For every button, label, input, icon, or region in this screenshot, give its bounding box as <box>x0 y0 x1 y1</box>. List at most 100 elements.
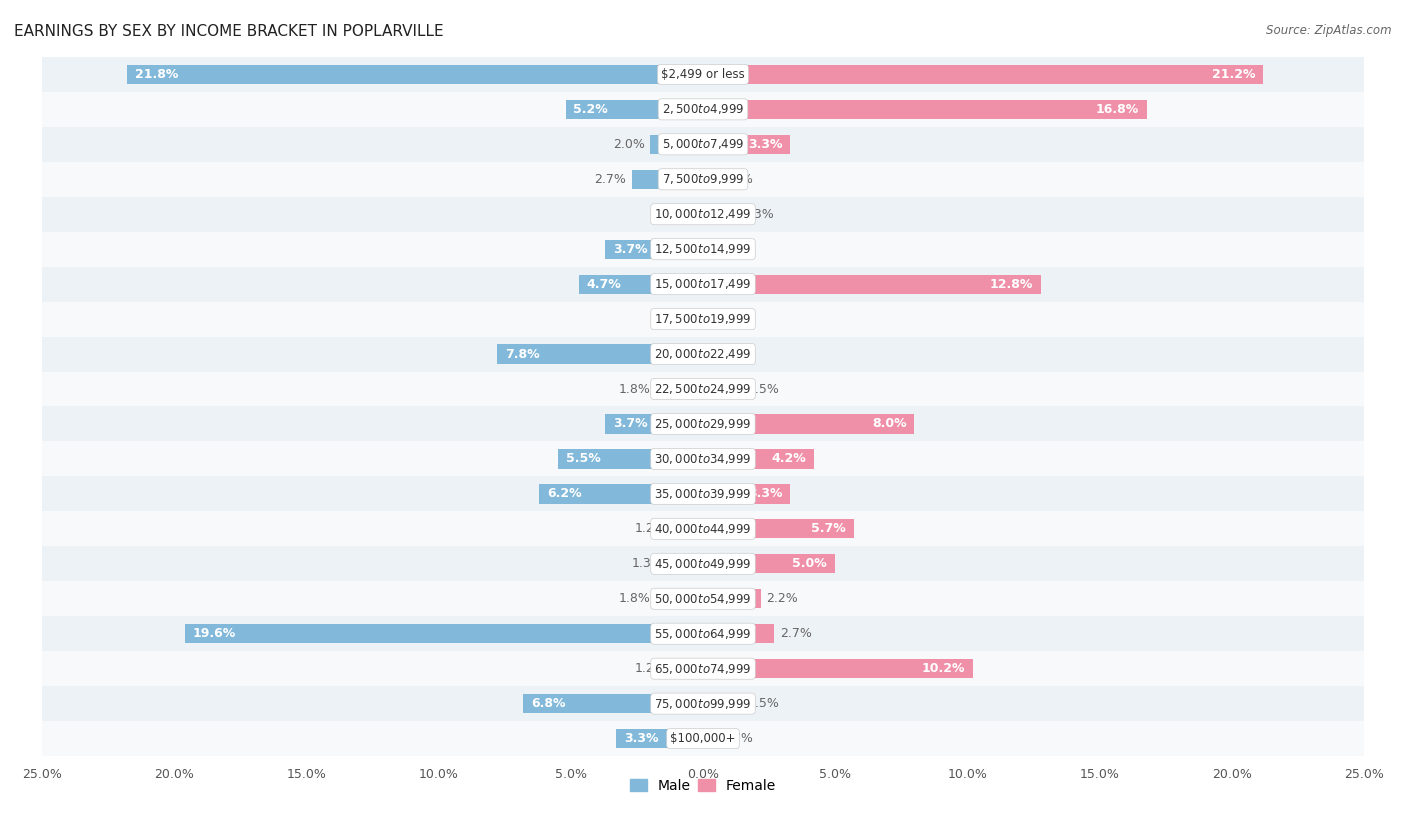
Bar <box>42 302 1364 337</box>
Text: 6.8%: 6.8% <box>531 698 565 710</box>
Text: 4.2%: 4.2% <box>772 453 806 465</box>
Text: 1.8%: 1.8% <box>619 383 650 395</box>
Text: EARNINGS BY SEX BY INCOME BRACKET IN POPLARVILLE: EARNINGS BY SEX BY INCOME BRACKET IN POP… <box>14 24 444 39</box>
Bar <box>703 485 790 503</box>
Bar <box>42 651 1364 686</box>
Text: 2.7%: 2.7% <box>780 628 811 640</box>
Bar <box>42 57 1364 92</box>
Text: 1.2%: 1.2% <box>634 523 666 535</box>
Text: 4.7%: 4.7% <box>586 278 621 290</box>
Bar <box>538 485 703 503</box>
Bar <box>42 372 1364 406</box>
Bar <box>42 162 1364 197</box>
Text: 1.2%: 1.2% <box>634 663 666 675</box>
Bar <box>42 441 1364 476</box>
Bar <box>703 624 775 643</box>
Text: 0.17%: 0.17% <box>713 173 752 185</box>
Text: $22,500 to $24,999: $22,500 to $24,999 <box>654 382 752 396</box>
Text: 10.2%: 10.2% <box>921 663 965 675</box>
Bar <box>579 275 703 293</box>
Text: 1.5%: 1.5% <box>748 383 780 395</box>
Text: 5.0%: 5.0% <box>793 558 827 570</box>
Text: 3.7%: 3.7% <box>613 243 648 255</box>
Text: $2,499 or less: $2,499 or less <box>661 68 745 80</box>
Text: $50,000 to $54,999: $50,000 to $54,999 <box>654 592 752 606</box>
Bar <box>186 624 703 643</box>
Text: $17,500 to $19,999: $17,500 to $19,999 <box>654 312 752 326</box>
Bar <box>42 686 1364 721</box>
Text: $65,000 to $74,999: $65,000 to $74,999 <box>654 662 752 676</box>
Bar <box>703 450 814 468</box>
Text: 21.2%: 21.2% <box>1212 68 1256 80</box>
Text: 5.2%: 5.2% <box>574 103 609 115</box>
Text: $100,000+: $100,000+ <box>671 733 735 745</box>
Text: $15,000 to $17,499: $15,000 to $17,499 <box>654 277 752 291</box>
Bar <box>42 546 1364 581</box>
Text: $45,000 to $49,999: $45,000 to $49,999 <box>654 557 752 571</box>
Bar <box>703 554 835 573</box>
Text: 0.0%: 0.0% <box>709 348 741 360</box>
Bar <box>671 520 703 538</box>
Text: 1.3%: 1.3% <box>631 558 664 570</box>
Text: $5,000 to $7,499: $5,000 to $7,499 <box>662 137 744 151</box>
Bar <box>703 729 707 748</box>
Bar <box>703 380 742 398</box>
Text: $75,000 to $99,999: $75,000 to $99,999 <box>654 697 752 711</box>
Bar <box>703 170 707 189</box>
Bar <box>631 170 703 189</box>
Bar <box>42 581 1364 616</box>
Text: 5.7%: 5.7% <box>811 523 846 535</box>
Text: $40,000 to $44,999: $40,000 to $44,999 <box>654 522 752 536</box>
Bar <box>605 240 703 259</box>
Bar <box>42 267 1364 302</box>
Text: 2.7%: 2.7% <box>595 173 626 185</box>
Bar <box>42 616 1364 651</box>
Text: 3.3%: 3.3% <box>748 488 782 500</box>
Bar <box>703 520 853 538</box>
Bar <box>655 589 703 608</box>
Text: 3.3%: 3.3% <box>748 138 782 150</box>
Text: $2,500 to $4,999: $2,500 to $4,999 <box>662 102 744 116</box>
Bar <box>671 659 703 678</box>
Text: 8.0%: 8.0% <box>872 418 907 430</box>
Bar <box>42 476 1364 511</box>
Bar <box>605 415 703 433</box>
Text: 16.8%: 16.8% <box>1095 103 1139 115</box>
Bar <box>703 589 761 608</box>
Bar <box>703 275 1042 293</box>
Bar <box>703 659 973 678</box>
Bar <box>42 92 1364 127</box>
Bar <box>523 694 703 713</box>
Text: 1.3%: 1.3% <box>742 208 775 220</box>
Bar <box>127 65 703 84</box>
Text: 12.8%: 12.8% <box>990 278 1033 290</box>
Text: 3.7%: 3.7% <box>613 418 648 430</box>
Bar <box>669 554 703 573</box>
Bar <box>42 406 1364 441</box>
Text: Source: ZipAtlas.com: Source: ZipAtlas.com <box>1267 24 1392 37</box>
Text: 0.0%: 0.0% <box>709 243 741 255</box>
Bar <box>650 135 703 154</box>
Bar <box>565 100 703 119</box>
Text: 0.17%: 0.17% <box>713 733 752 745</box>
Bar <box>703 100 1147 119</box>
Bar <box>703 694 742 713</box>
Text: $12,500 to $14,999: $12,500 to $14,999 <box>654 242 752 256</box>
Bar <box>42 232 1364 267</box>
Bar <box>496 345 703 363</box>
Text: $35,000 to $39,999: $35,000 to $39,999 <box>654 487 752 501</box>
Text: $30,000 to $34,999: $30,000 to $34,999 <box>654 452 752 466</box>
Bar <box>616 729 703 748</box>
Text: $10,000 to $12,499: $10,000 to $12,499 <box>654 207 752 221</box>
Text: $7,500 to $9,999: $7,500 to $9,999 <box>662 172 744 186</box>
Text: 0.0%: 0.0% <box>709 313 741 325</box>
Bar <box>703 205 737 224</box>
Bar <box>42 721 1364 756</box>
Text: $20,000 to $22,499: $20,000 to $22,499 <box>654 347 752 361</box>
Text: 3.3%: 3.3% <box>624 733 658 745</box>
Legend: Male, Female: Male, Female <box>624 773 782 798</box>
Text: 21.8%: 21.8% <box>135 68 179 80</box>
Text: 6.2%: 6.2% <box>547 488 582 500</box>
Text: 19.6%: 19.6% <box>193 628 236 640</box>
Text: $25,000 to $29,999: $25,000 to $29,999 <box>654 417 752 431</box>
